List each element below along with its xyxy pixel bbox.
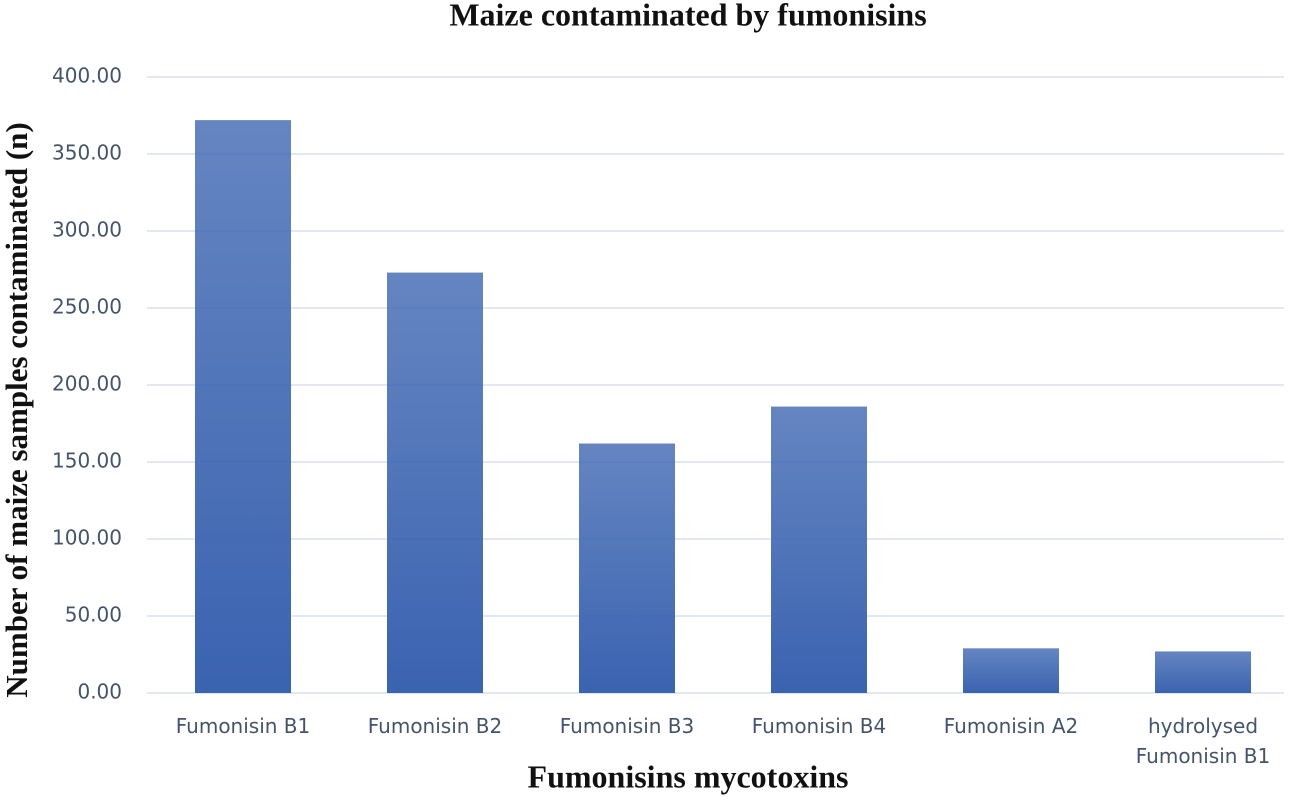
x-tick-label: Fumonisin B4 (751, 714, 887, 738)
y-tick-label: 150.00 (52, 449, 122, 473)
bar (963, 648, 1059, 693)
y-axis-title: Number of maize samples contaminated (n) (0, 122, 34, 697)
y-tick-label: 0.00 (77, 680, 122, 704)
bar (195, 120, 291, 694)
x-tick-label: Fumonisin B2 (367, 714, 503, 738)
x-tick-label: Fumonisin B1 (175, 714, 311, 738)
bar (1155, 651, 1251, 693)
x-tick-label: Fumonisin B3 (559, 714, 695, 738)
y-tick-label: 50.00 (65, 603, 122, 627)
y-tick-label: 250.00 (52, 295, 122, 319)
y-tick-label: 400.00 (52, 64, 122, 88)
x-tick-label: hydrolysed Fumonisin B1 (1135, 714, 1271, 768)
x-tick-label: Fumonisin A2 (943, 714, 1079, 738)
bar (387, 272, 483, 693)
y-tick-label: 200.00 (52, 372, 122, 396)
y-tick-label: 300.00 (52, 218, 122, 242)
x-axis-title: Fumonisins mycotoxins (528, 758, 849, 794)
bar (771, 406, 867, 693)
chart-title: Maize contaminated by fumonisins (449, 0, 926, 32)
y-tick-label: 350.00 (52, 141, 122, 165)
y-tick-label: 100.00 (52, 526, 122, 550)
bar (579, 443, 675, 693)
